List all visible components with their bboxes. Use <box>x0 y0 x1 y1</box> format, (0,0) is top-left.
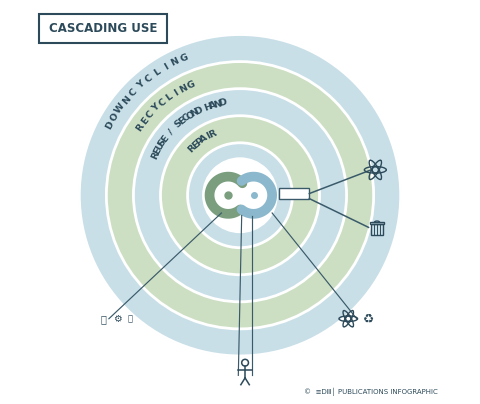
Text: I: I <box>162 62 170 72</box>
Text: R: R <box>208 128 218 140</box>
Text: P: P <box>194 136 205 148</box>
Text: A: A <box>208 100 217 111</box>
Text: N: N <box>178 82 189 94</box>
Text: C: C <box>128 87 139 98</box>
Text: H: H <box>203 101 213 113</box>
Text: R: R <box>134 122 145 133</box>
Text: G: G <box>179 53 190 64</box>
Text: O: O <box>184 109 196 122</box>
Text: N: N <box>212 99 222 109</box>
Text: R: R <box>149 150 160 161</box>
Text: N: N <box>169 57 180 68</box>
Text: 🟫: 🟫 <box>128 314 132 323</box>
Text: C: C <box>156 97 168 108</box>
Text: Y: Y <box>135 80 146 91</box>
Circle shape <box>133 88 347 302</box>
Bar <box>370 222 384 224</box>
Text: R: R <box>186 143 198 155</box>
Circle shape <box>188 143 292 248</box>
Text: I: I <box>204 132 212 141</box>
Text: G: G <box>185 79 196 90</box>
Circle shape <box>107 61 373 329</box>
Text: N: N <box>120 94 132 106</box>
Text: D: D <box>217 98 227 108</box>
Circle shape <box>160 116 320 275</box>
Text: I: I <box>172 88 180 97</box>
Text: U: U <box>154 141 166 153</box>
Circle shape <box>79 34 401 356</box>
Text: S: S <box>156 137 168 148</box>
Text: E: E <box>139 116 150 126</box>
Bar <box>371 224 383 236</box>
FancyBboxPatch shape <box>39 14 167 43</box>
Bar <box>279 189 309 199</box>
Text: W: W <box>114 101 127 115</box>
Text: S: S <box>173 119 184 130</box>
Text: L: L <box>152 67 162 78</box>
Text: E: E <box>190 140 201 151</box>
Text: A: A <box>198 133 209 145</box>
Text: O: O <box>108 111 120 123</box>
Text: D: D <box>193 105 204 117</box>
Text: C: C <box>144 109 156 120</box>
Text: Y: Y <box>150 103 162 114</box>
Text: C: C <box>144 73 155 84</box>
Text: ♻: ♻ <box>363 312 374 325</box>
Circle shape <box>203 158 277 232</box>
Text: CASCADING USE: CASCADING USE <box>49 22 157 35</box>
Text: C: C <box>180 113 192 124</box>
Text: N: N <box>189 107 200 119</box>
Text: E: E <box>177 116 188 127</box>
Text: /: / <box>167 127 176 136</box>
Text: E: E <box>152 146 163 156</box>
Text: D: D <box>104 120 115 131</box>
Text: E: E <box>159 133 170 144</box>
Text: ©  ≡DⅢ│ PUBLICATIONS INFOGRAPHIC: © ≡DⅢ│ PUBLICATIONS INFOGRAPHIC <box>304 388 438 396</box>
Text: ⚙: ⚙ <box>113 314 122 324</box>
Text: L: L <box>164 92 174 103</box>
Text: 🌿: 🌿 <box>100 314 106 324</box>
